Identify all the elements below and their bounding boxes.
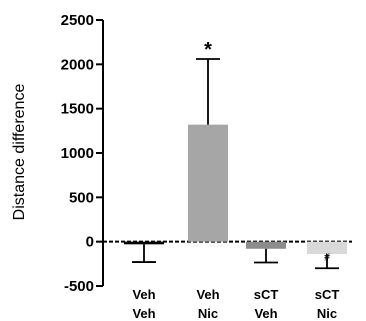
y-tick-label: 1500 (61, 101, 94, 118)
bar (307, 241, 347, 255)
y-tick-label: 500 (69, 189, 94, 206)
bar (246, 241, 286, 249)
significance-marker: # (324, 251, 331, 263)
category-label-line2: Veh (132, 306, 155, 321)
category-label-line2: Veh (254, 306, 277, 321)
y-tick-label: 2000 (61, 56, 94, 73)
y-tick-label: 2500 (61, 12, 94, 29)
bars (124, 58, 347, 270)
category-label-line1: sCT (254, 287, 279, 302)
category-label-line2: Nic (198, 306, 218, 321)
category-label-line1: Veh (132, 287, 155, 302)
y-axis-title: Distance difference (11, 84, 28, 221)
category-label-line2: Nic (317, 306, 337, 321)
y-tick-label: -500 (64, 278, 94, 295)
category-label-line1: sCT (315, 287, 340, 302)
category-label-line1: Veh (196, 287, 219, 302)
bar (188, 124, 228, 242)
y-tick-label: 0 (86, 234, 94, 251)
labels: -500 0 500 1000 1500 2000 2500 Veh Veh * Veh Nic sCT… (61, 12, 340, 321)
y-tick-label: 1000 (61, 145, 94, 162)
bar (124, 241, 164, 245)
significance-marker: * (204, 39, 212, 61)
